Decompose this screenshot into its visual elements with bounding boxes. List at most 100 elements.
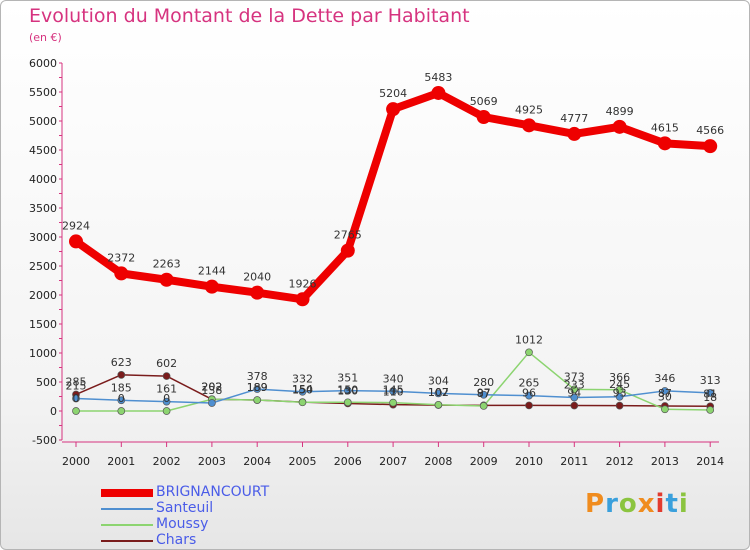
data-label: 94 xyxy=(567,387,581,400)
data-point xyxy=(117,371,126,379)
data-point xyxy=(72,407,80,415)
data-point xyxy=(479,402,488,410)
data-point xyxy=(386,102,401,117)
data-label: 351 xyxy=(337,372,358,385)
legend-label: Chars xyxy=(156,532,197,548)
x-tick-label: 2000 xyxy=(62,455,90,468)
data-label: 189 xyxy=(247,381,268,394)
data-label: 623 xyxy=(111,356,132,369)
data-label: 138 xyxy=(201,384,222,397)
data-point xyxy=(431,85,446,100)
y-tick-label: 0 xyxy=(50,405,57,418)
y-tick-label: 3500 xyxy=(29,202,57,215)
chart-unit-label: (en €) xyxy=(29,31,62,44)
data-label: 2924 xyxy=(62,219,90,232)
data-point xyxy=(434,389,443,398)
data-label: 150 xyxy=(292,383,313,396)
chart-legend: BRIGNANCOURT Santeuil Moussy Chars xyxy=(101,484,361,549)
data-label: 265 xyxy=(519,377,540,390)
data-point xyxy=(615,392,624,401)
data-point xyxy=(298,387,307,396)
data-label: 340 xyxy=(383,372,404,385)
data-label: 4777 xyxy=(560,112,588,125)
chart-title: Evolution du Montant de la Dette par Hab… xyxy=(29,5,470,27)
data-point xyxy=(114,266,129,281)
legend-item: Santeuil xyxy=(101,500,361,517)
y-tick-label: 1000 xyxy=(29,347,57,360)
data-label: 0 xyxy=(118,392,125,405)
legend-item: Chars xyxy=(101,532,361,549)
data-point xyxy=(703,139,718,154)
data-label: 130 xyxy=(337,384,358,397)
data-point xyxy=(706,388,715,397)
data-label: 2765 xyxy=(334,229,362,242)
data-label: 202 xyxy=(201,380,222,393)
data-label: 185 xyxy=(111,381,132,394)
y-tick-label: 5000 xyxy=(29,115,57,128)
data-point xyxy=(389,387,397,396)
data-point xyxy=(389,398,397,407)
y-tick-label: 6000 xyxy=(29,57,57,70)
data-point xyxy=(298,398,307,407)
x-tick-label: 2011 xyxy=(560,455,588,468)
data-label: 332 xyxy=(292,373,313,386)
data-point xyxy=(706,406,715,414)
y-tick-label: 3000 xyxy=(29,231,57,244)
data-label: 30 xyxy=(658,390,672,403)
data-label: 5204 xyxy=(379,87,407,100)
data-point xyxy=(570,393,579,402)
data-point xyxy=(615,401,624,410)
data-label: 102 xyxy=(428,386,449,399)
data-point xyxy=(567,126,582,141)
y-tick-label: 4500 xyxy=(29,144,57,157)
data-label: 378 xyxy=(247,370,268,383)
data-label: 2372 xyxy=(107,251,135,264)
legend-item: BRIGNANCOURT xyxy=(101,484,361,501)
legend-swatch xyxy=(101,524,153,526)
data-label: 245 xyxy=(609,378,630,391)
data-point xyxy=(479,390,488,399)
data-label: 304 xyxy=(428,374,449,387)
data-label: 2263 xyxy=(153,258,181,271)
legend-item: Moussy xyxy=(101,516,361,533)
data-point xyxy=(612,119,627,134)
legend-label: Santeuil xyxy=(156,500,214,516)
data-point xyxy=(476,109,491,124)
data-point xyxy=(525,401,533,410)
legend-swatch xyxy=(101,489,153,497)
data-point xyxy=(117,407,126,415)
data-label: 0 xyxy=(163,392,170,405)
legend-swatch xyxy=(101,508,153,510)
data-label: 107 xyxy=(428,386,449,399)
x-tick-label: 2012 xyxy=(606,455,634,468)
data-label: 0 xyxy=(73,392,80,405)
x-tick-label: 2005 xyxy=(289,455,317,468)
legend-label: Moussy xyxy=(156,516,209,532)
data-label: 5069 xyxy=(470,95,498,108)
x-tick-label: 2001 xyxy=(107,455,135,468)
x-tick-label: 2006 xyxy=(334,455,362,468)
data-label: 93 xyxy=(613,387,627,400)
data-point xyxy=(340,243,355,258)
data-point xyxy=(253,385,262,393)
data-label: 150 xyxy=(337,383,358,396)
y-tick-label: 4000 xyxy=(29,173,57,186)
data-point xyxy=(162,397,171,406)
data-label: 87 xyxy=(477,387,491,400)
data-label: 366 xyxy=(609,371,630,384)
x-tick-label: 2003 xyxy=(198,455,226,468)
data-label: 154 xyxy=(292,383,313,396)
data-label: 97 xyxy=(477,386,491,399)
x-tick-label: 2013 xyxy=(651,455,679,468)
data-point xyxy=(570,385,579,394)
data-point xyxy=(295,292,310,307)
data-label: 5483 xyxy=(424,71,452,84)
data-point xyxy=(525,348,533,357)
y-tick-label: 2000 xyxy=(29,289,57,302)
data-label: 280 xyxy=(473,376,494,389)
data-label: 189 xyxy=(247,381,268,394)
legend-swatch xyxy=(101,540,153,542)
y-tick-label: 1500 xyxy=(29,318,57,331)
